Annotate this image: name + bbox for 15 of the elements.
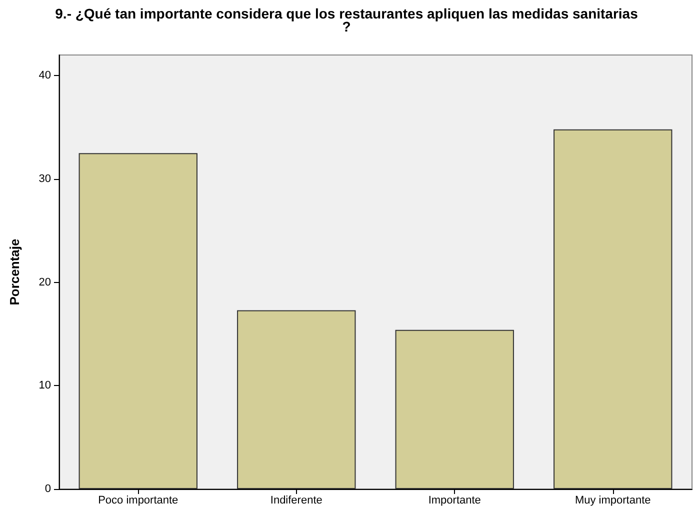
y-axis-title: Porcentaje xyxy=(7,238,22,306)
x-tick-label: Muy importante xyxy=(574,494,651,506)
y-tick-label: 30 xyxy=(38,173,51,185)
x-tick-label: Poco importante xyxy=(98,494,178,506)
y-tick-label: 10 xyxy=(38,380,51,392)
y-tick-label: 20 xyxy=(38,276,51,288)
bar xyxy=(78,153,198,489)
x-tick-label: Indiferente xyxy=(270,494,322,506)
y-tick-label: 0 xyxy=(44,483,51,495)
bar xyxy=(554,129,672,489)
bar xyxy=(237,310,356,489)
x-tick-label: Importante xyxy=(428,494,481,506)
chart-title: 9.- ¿Qué tan importante considera que los restaurantes apliquen las medidas sanitarias? xyxy=(55,6,638,34)
bar xyxy=(395,330,514,489)
y-tick-label: 40 xyxy=(38,70,51,82)
